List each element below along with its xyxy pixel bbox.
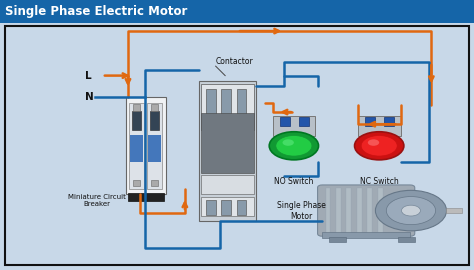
Circle shape [386,197,436,225]
Bar [201,197,254,216]
Bar [336,188,341,234]
Bar [206,89,216,124]
Bar [129,103,144,189]
Bar [133,104,140,111]
Bar [126,97,166,194]
Bar [273,116,315,136]
Text: NO Switch: NO Switch [274,177,314,186]
Text: Miniature Circuit
Breaker: Miniature Circuit Breaker [68,194,126,207]
Circle shape [283,139,294,146]
Bar [201,84,254,130]
Circle shape [355,132,404,160]
Circle shape [276,136,312,156]
Circle shape [368,139,379,146]
Bar [150,111,159,130]
Bar [398,237,415,242]
Circle shape [361,136,397,156]
Bar [237,200,246,215]
Bar [329,237,346,242]
Bar [446,208,462,213]
Circle shape [401,205,420,216]
Bar [357,188,362,234]
Bar [130,135,143,162]
Bar [358,116,401,136]
Bar [280,117,290,126]
Text: Single Phase
Motor: Single Phase Motor [276,201,326,221]
Bar [0,0,474,23]
Bar [5,26,469,265]
FancyBboxPatch shape [318,185,415,236]
Bar [151,180,158,186]
Bar [365,117,375,126]
Text: NC Switch: NC Switch [360,177,399,186]
Bar [132,111,141,130]
Circle shape [375,190,447,231]
Bar [346,188,351,234]
Bar [148,135,161,162]
Bar [201,176,254,194]
Circle shape [269,132,319,160]
Text: L: L [85,70,92,81]
Text: N: N [85,92,94,102]
Bar [221,89,231,124]
Bar [384,117,394,126]
Bar [322,232,410,238]
Bar [367,188,372,234]
Bar [237,89,246,124]
Bar [326,188,330,234]
Bar [206,200,216,215]
Bar [221,200,231,215]
Text: Single Phase Electric Motor: Single Phase Electric Motor [5,5,187,18]
Bar [151,104,158,111]
Bar [378,188,383,234]
Bar [199,81,256,221]
Bar [201,113,254,173]
Bar [147,103,162,189]
Bar [133,180,140,186]
Bar [128,193,164,201]
Bar [299,117,309,126]
Text: Contactor: Contactor [216,57,254,66]
